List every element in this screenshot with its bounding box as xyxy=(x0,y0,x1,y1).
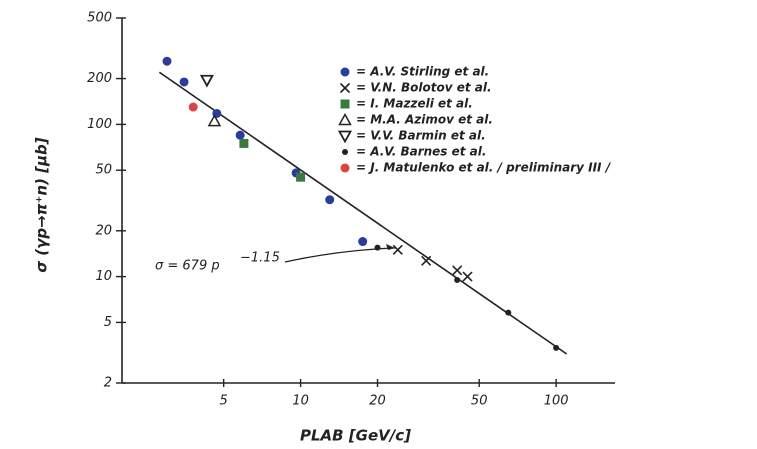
x-tick-label: 20 xyxy=(369,394,386,409)
legend-label: = M.A. Azimov et al. xyxy=(356,113,493,127)
y-axis-label: σ (γp→π⁺n) [μb] xyxy=(33,137,51,272)
y-tick-label: 5 xyxy=(104,315,112,330)
chart: PLAB [GeV/c] σ (γp→π⁺n) [μb] σ = 679 p −… xyxy=(0,0,757,449)
data-point xyxy=(180,77,189,86)
x-tick-label: 50 xyxy=(471,394,488,409)
y-tick-label: 500 xyxy=(87,11,112,26)
data-point xyxy=(189,103,198,112)
page: {"chart_data": { "type": "scatter", "x_l… xyxy=(0,0,757,449)
legend-marker xyxy=(342,149,348,155)
data-point xyxy=(162,57,171,66)
data-point xyxy=(553,345,559,351)
legend-marker xyxy=(341,68,350,77)
y-tick-label: 2 xyxy=(104,376,112,391)
data-point xyxy=(375,245,381,251)
data-point xyxy=(454,277,460,283)
data-point xyxy=(505,310,511,316)
series xyxy=(189,103,198,112)
legend-label: = I. Mazzeli et al. xyxy=(356,97,473,111)
x-tick-label: 10 xyxy=(292,394,309,409)
legend-label: = V.N. Bolotov et al. xyxy=(356,81,492,95)
legend-marker xyxy=(341,164,350,173)
legend-marker xyxy=(341,100,350,109)
x-tick-label: 100 xyxy=(544,394,569,409)
legend-label: = V.V. Barmin et al. xyxy=(356,129,486,143)
data-point xyxy=(296,173,305,182)
legend-label: = A.V. Stirling et al. xyxy=(356,65,489,79)
y-tick-label: 100 xyxy=(87,117,112,132)
legend-label: = A.V. Barnes et al. xyxy=(356,145,486,159)
y-tick-label: 50 xyxy=(95,163,112,178)
data-point xyxy=(236,131,245,140)
data-point xyxy=(325,195,334,204)
fit-exponent: −1.15 xyxy=(240,251,280,266)
x-tick-label: 5 xyxy=(220,394,228,409)
fit-label: σ = 679 p xyxy=(155,259,220,274)
data-point xyxy=(239,139,248,148)
y-tick-label: 200 xyxy=(87,71,112,86)
x-axis-label: PLAB [GeV/c] xyxy=(300,427,411,445)
y-tick-label: 20 xyxy=(95,223,112,238)
data-point xyxy=(358,237,367,246)
y-tick-label: 10 xyxy=(95,269,112,284)
legend-label: = J. Matulenko et al. / preliminary III … xyxy=(356,161,612,175)
